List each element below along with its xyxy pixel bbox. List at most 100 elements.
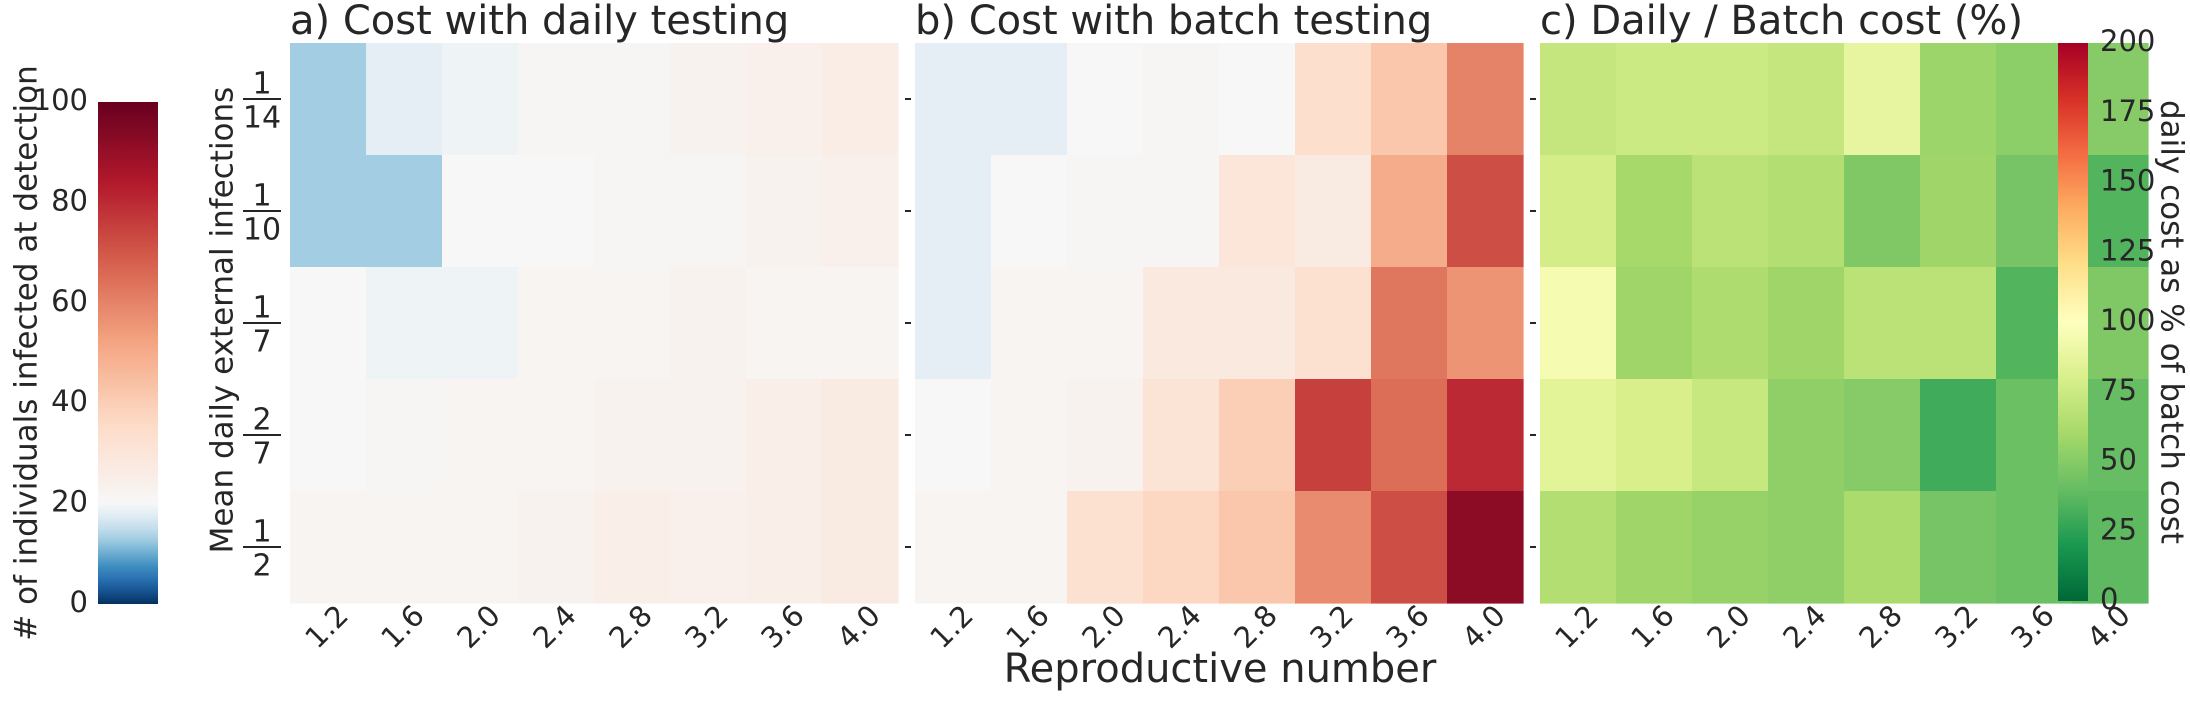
panel-c-cell (1920, 267, 1997, 380)
right-colorbar-bar (2058, 43, 2088, 601)
panel-b-cell (1067, 267, 1144, 380)
panel-a-daily-testing: a) Cost with daily testing 1.2 1.6 2.0 2.4 2… (243, 0, 899, 655)
x-tick-label: 3.6 (754, 598, 811, 655)
panel-b-cell (1143, 43, 1220, 156)
panel-c-cell (1920, 43, 1997, 156)
panel-a-cell (518, 43, 595, 156)
panel-c-cell (1920, 155, 1997, 268)
panel-a-cell (670, 155, 747, 268)
panel-b-cell (1371, 379, 1448, 492)
x-tick-label: 1.6 (1624, 598, 1681, 655)
panel-a-cell (670, 491, 747, 604)
x-tick-label: 1.2 (1548, 598, 1605, 655)
left-colorbar: 0 20 40 60 80 100 # of individuals infected a… (9, 65, 158, 641)
panel-c-cell (1844, 379, 1921, 492)
x-tick-label: 1.2 (923, 598, 980, 655)
panel-a-cell (746, 155, 823, 268)
panel-c-cell (1692, 379, 1769, 492)
panel-a-cell (594, 267, 671, 380)
panel-c-cell (1616, 43, 1693, 156)
panel-b-cell (1219, 267, 1296, 380)
x-tick-label: 2.4 (1776, 598, 1833, 655)
panel-a-cell (594, 379, 671, 492)
y-tick-denominator: 14 (243, 101, 281, 136)
x-tick-label: 2.0 (450, 598, 507, 655)
x-tick-label: 2.4 (526, 598, 583, 655)
panel-a-cell (366, 379, 443, 492)
x-tick-label: 2.8 (1852, 598, 1909, 655)
y-tick-numerator: 2 (252, 403, 271, 438)
panel-b-batch-testing: b) Cost with batch testing 1.2 1.6 2.0 2.4 2… (905, 0, 1524, 655)
panel-a-cell (290, 379, 367, 492)
panel-a-cell (594, 491, 671, 604)
panel-b-cell (991, 155, 1068, 268)
panel-c-cell (1540, 155, 1617, 268)
panel-b-cell (1067, 155, 1144, 268)
panel-a-title: a) Cost with daily testing (290, 0, 789, 44)
panel-c-cell (1540, 379, 1617, 492)
panel-a-cell (670, 43, 747, 156)
panel-b-cell (1219, 491, 1296, 604)
x-tick-label: 3.2 (678, 598, 735, 655)
panel-c-title: c) Daily / Batch cost (%) (1540, 0, 2023, 44)
panel-a-cell (366, 43, 443, 156)
colorbar-tick-label: 50 (2100, 443, 2137, 477)
panel-b-cell (1295, 267, 1372, 380)
panel-a-cell (442, 155, 519, 268)
y-axis-label: Mean daily external infections (205, 87, 241, 554)
x-tick-label: 2.8 (602, 598, 659, 655)
panel-a-cell (594, 155, 671, 268)
panel-b-cell (1295, 491, 1372, 604)
panel-b-cell (1143, 491, 1220, 604)
left-colorbar-label: # of individuals infected at detection (9, 65, 45, 640)
panel-b-cell (1371, 155, 1448, 268)
y-tick-denominator: 7 (252, 325, 271, 360)
x-tick-label: 1.6 (374, 598, 431, 655)
y-tick-denominator: 2 (252, 549, 271, 584)
colorbar-tick-label: 100 (2100, 303, 2155, 337)
panel-b-cell (991, 491, 1068, 604)
panel-a-cell (442, 43, 519, 156)
panel-b-cell (1447, 43, 1524, 156)
panel-b-cells (915, 43, 1524, 604)
panel-c-cell (1768, 155, 1845, 268)
panel-a-cell (290, 267, 367, 380)
panel-c-cell (1616, 379, 1693, 492)
panel-a-cell (594, 43, 671, 156)
left-colorbar-bar (98, 102, 158, 604)
y-tick-numerator: 1 (252, 67, 271, 102)
y-tick-denominator: 7 (252, 437, 271, 472)
x-tick-label: 4.0 (830, 598, 887, 655)
panel-c-cell (1540, 43, 1617, 156)
panel-c-cell (1692, 491, 1769, 604)
panel-b-cell (915, 155, 992, 268)
y-tick-numerator: 1 (252, 291, 271, 326)
colorbar-tick-label: 0 (2100, 582, 2118, 616)
panel-c-cell (1616, 155, 1693, 268)
panel-b-cell (1447, 267, 1524, 380)
panel-c-cell (1692, 267, 1769, 380)
colorbar-tick-label: 0 (70, 585, 88, 619)
panel-a-cells (290, 43, 899, 604)
panel-a-cell (290, 155, 367, 268)
x-tick-label: 2.0 (1700, 598, 1757, 655)
y-tick-numerator: 1 (252, 515, 271, 550)
panel-b-cell (915, 43, 992, 156)
colorbar-tick-label: 125 (2100, 233, 2155, 267)
colorbar-tick-label: 20 (51, 485, 88, 519)
panel-b-cell (1295, 43, 1372, 156)
panel-c-cell (1692, 155, 1769, 268)
panel-b-cell (1447, 491, 1524, 604)
panel-a-cell (746, 267, 823, 380)
right-colorbar-ticks: 0 25 50 75 100 125 150 175 200 (2100, 24, 2155, 616)
colorbar-tick-label: 200 (2100, 24, 2155, 58)
panel-b-cell (1067, 379, 1144, 492)
x-tick-label: 3.6 (2004, 598, 2061, 655)
panel-a-cell (290, 491, 367, 604)
colorbar-tick-label: 75 (2100, 373, 2137, 407)
panel-c-cell (1844, 43, 1921, 156)
panel-c-cell (1768, 267, 1845, 380)
panel-c-cost-ratio: c) Daily / Batch cost (%) 1.2 1.6 2.0 2.4 2.… (1530, 0, 2149, 655)
